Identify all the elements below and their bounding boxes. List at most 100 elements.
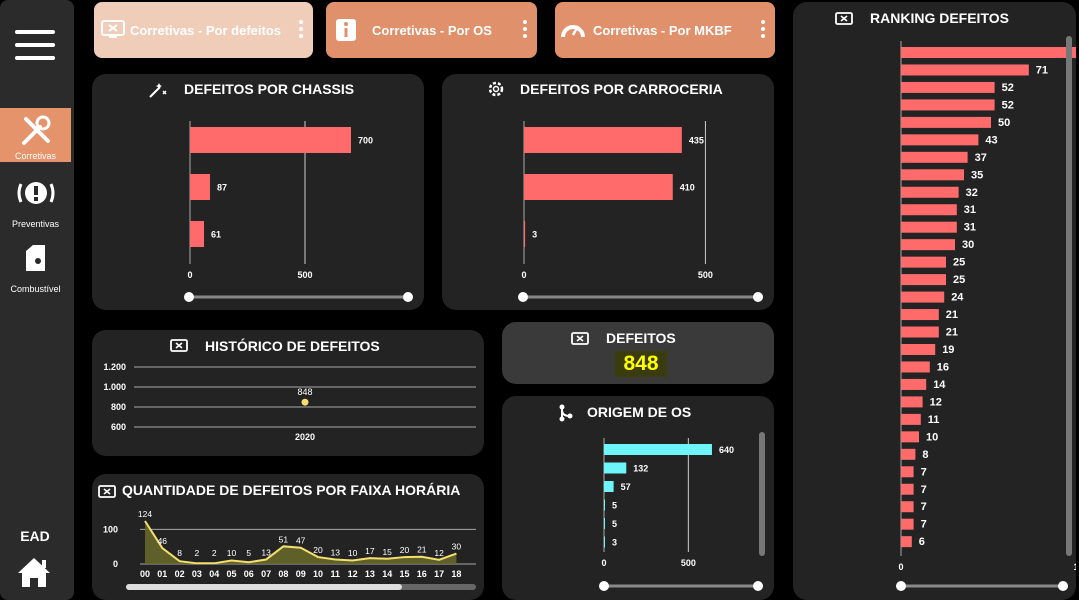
- bar: [901, 151, 968, 163]
- data-label: 7: [921, 519, 927, 531]
- bar: [901, 64, 1029, 76]
- bar: [901, 378, 927, 390]
- sidebar-item-combustivel[interactable]: Combustível: [0, 243, 71, 295]
- tick-label: 0: [601, 558, 606, 568]
- bar: [901, 343, 936, 355]
- bar: [901, 47, 1076, 58]
- home-icon[interactable]: [17, 556, 51, 588]
- fuel-can-icon: [25, 245, 45, 271]
- bar: [190, 221, 205, 247]
- data-label: 31: [964, 204, 976, 216]
- data-label: 57: [621, 482, 631, 492]
- tick-label: 01: [157, 569, 167, 579]
- bar: [604, 518, 605, 529]
- bar: [901, 536, 912, 548]
- data-label: 2: [212, 548, 217, 558]
- data-label: 15: [382, 547, 392, 557]
- data-label: 17: [365, 546, 375, 556]
- range-slider-handle[interactable]: [753, 292, 763, 302]
- tick-label: 0: [113, 559, 118, 569]
- scrollbar-thumb[interactable]: [759, 432, 765, 556]
- more-options-icon[interactable]: [523, 20, 527, 41]
- tab-corretivas-por-os[interactable]: Corretivas - Por OS: [326, 2, 537, 58]
- bar: [901, 501, 914, 513]
- chassis-card: DEFEITOS POR CHASSIS 0 500 700 87 61: [92, 74, 424, 310]
- speedometer-icon: [561, 25, 585, 38]
- range-slider-handle[interactable]: [1058, 581, 1068, 591]
- more-options-icon[interactable]: [761, 20, 765, 41]
- data-label: 435: [689, 136, 704, 146]
- kpi-card: DEFEITOS 848: [502, 322, 774, 384]
- info-icon: [336, 19, 356, 41]
- range-slider-handle[interactable]: [184, 292, 194, 302]
- defect-screen-icon: [170, 339, 188, 352]
- data-label: 52: [1002, 82, 1014, 94]
- data-label: 20: [400, 545, 410, 555]
- data-label: 43: [985, 134, 997, 146]
- data-label: 5: [612, 501, 617, 511]
- bar: [901, 256, 946, 268]
- range-slider-handle[interactable]: [753, 581, 763, 591]
- tick-label: 08: [278, 569, 288, 579]
- scrollbar-thumb[interactable]: [126, 584, 402, 590]
- range-slider-handle[interactable]: [599, 581, 609, 591]
- tick-label: 800: [111, 402, 126, 412]
- data-label: 10: [227, 548, 237, 558]
- tab-corretivas-por-defeitos[interactable]: Corretivas - Por defeitos: [94, 2, 313, 58]
- bar: [901, 221, 957, 233]
- sidebar-item-corretivas[interactable]: Corretivas: [0, 108, 71, 162]
- bar: [901, 99, 995, 111]
- bar: [901, 169, 964, 181]
- scrollbar-thumb[interactable]: [1066, 36, 1072, 556]
- card-title: RANKING DEFEITOS: [870, 10, 1009, 26]
- tick-label: 1.000: [103, 382, 126, 392]
- bar: [190, 174, 211, 200]
- menu-icon[interactable]: [15, 30, 55, 62]
- data-label: 47: [296, 536, 306, 546]
- bar: [901, 483, 914, 495]
- data-label: 25: [953, 274, 965, 286]
- card-title: DEFEITOS: [606, 330, 676, 346]
- bar: [901, 291, 945, 303]
- sidebar-item-preventivas[interactable]: Preventivas: [0, 178, 71, 234]
- bar: [604, 536, 605, 548]
- data-label: 30: [452, 542, 462, 552]
- bar: [524, 127, 682, 153]
- tick-label: 00: [140, 569, 150, 579]
- bar: [524, 221, 526, 247]
- sidebar: Corretivas Preventivas Combustível EAD: [0, 0, 74, 600]
- data-label: 21: [946, 309, 958, 321]
- bar: [604, 444, 712, 455]
- tick-label: 0: [187, 270, 192, 280]
- defect-screen-icon: [835, 12, 853, 25]
- gear-icon: [488, 81, 504, 97]
- data-label: 87: [217, 183, 227, 193]
- warning-circle-icon: [17, 182, 54, 204]
- fork-icon: [559, 404, 573, 422]
- range-slider-handle[interactable]: [403, 292, 413, 302]
- tick-label: 500: [681, 558, 696, 568]
- bar: [901, 396, 923, 408]
- data-label: 46: [158, 536, 168, 546]
- data-label: 848: [297, 387, 312, 397]
- range-slider-handle[interactable]: [896, 581, 906, 591]
- card-title: HISTÓRICO DE DEFEITOS: [205, 338, 380, 354]
- bar: [901, 81, 995, 93]
- data-label: 21: [417, 545, 427, 555]
- bar: [901, 274, 946, 286]
- bar: [604, 499, 605, 511]
- data-label: 7: [921, 501, 927, 513]
- range-slider-handle[interactable]: [518, 292, 528, 302]
- defect-screen-icon: [98, 485, 116, 498]
- tick-label: 11: [331, 569, 341, 579]
- tick-label: 18: [451, 569, 461, 579]
- more-options-icon[interactable]: [299, 20, 303, 41]
- tab-corretivas-por-mkbf[interactable]: Corretivas - Por MKBF: [555, 2, 775, 58]
- historico-scatter-chart: 1.200 1.000 800 600 848 2020: [103, 362, 476, 442]
- tick-label: 14: [382, 569, 392, 579]
- data-label: 2: [195, 548, 200, 558]
- data-label: 25: [953, 257, 965, 269]
- data-label: 410: [680, 183, 695, 193]
